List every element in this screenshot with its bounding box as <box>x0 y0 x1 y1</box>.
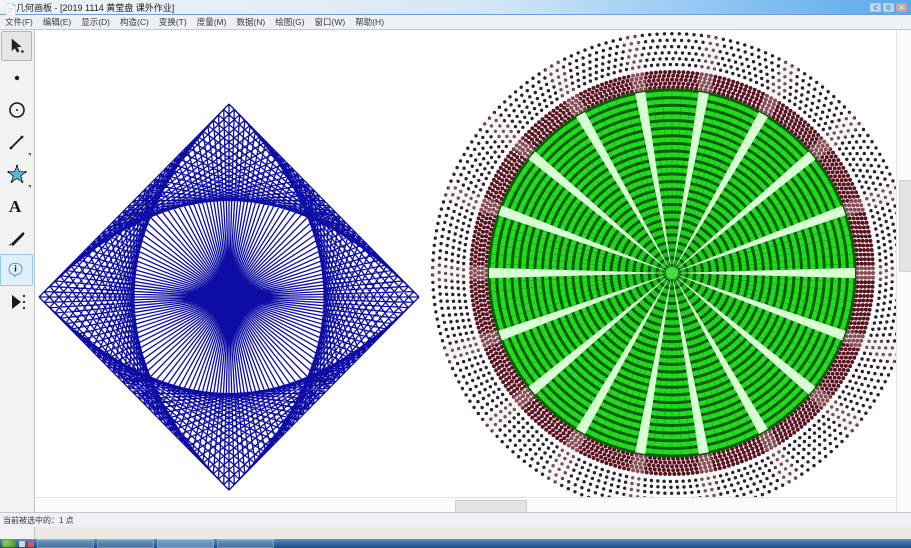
svg-text:A: A <box>9 197 22 215</box>
